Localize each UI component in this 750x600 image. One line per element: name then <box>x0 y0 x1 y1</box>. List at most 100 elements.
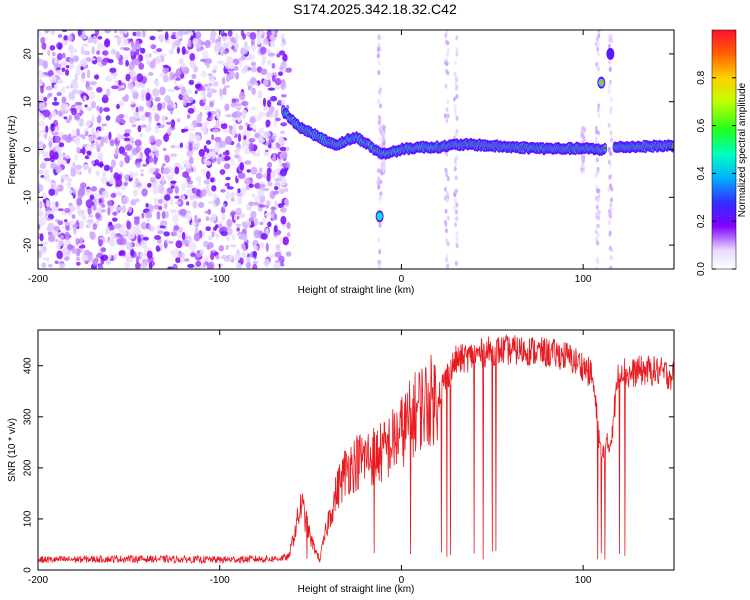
heatmap-cell <box>228 125 233 130</box>
heatmap-cell <box>124 260 130 269</box>
heatmap-cell <box>104 38 111 48</box>
heatmap-cell <box>610 247 614 253</box>
heatmap-cell <box>220 46 225 52</box>
heatmap-cell <box>186 184 194 189</box>
heatmap-cell <box>201 189 207 197</box>
heatmap-cell <box>377 237 380 243</box>
heatmap-cell <box>218 120 226 124</box>
heatmap-cell <box>170 185 175 189</box>
heatmap-cell <box>610 97 614 102</box>
heatmap-cell <box>594 41 598 47</box>
heatmap-cell <box>201 168 206 175</box>
heatmap-cell <box>96 56 102 63</box>
heatmap-cell <box>272 120 278 127</box>
heatmap-cell <box>253 245 259 251</box>
heatmap-cell <box>173 76 178 85</box>
heatmap-cell <box>121 204 127 214</box>
heatmap-cell <box>71 248 78 254</box>
heatmap-cell <box>122 196 130 204</box>
heatmap-cell <box>101 44 106 51</box>
heatmap-cell <box>183 258 190 262</box>
heatmap-cell <box>113 253 118 260</box>
heatmap-cell <box>279 236 283 244</box>
heatmap-cell <box>382 132 385 138</box>
heatmap-cell <box>124 144 133 152</box>
heatmap-cell <box>188 79 195 86</box>
heatmap-cell <box>263 131 271 138</box>
heatmap-cell <box>239 162 245 171</box>
heatmap-cell <box>189 60 197 69</box>
heatmap-cell <box>224 183 229 187</box>
heatmap-cell <box>597 112 601 118</box>
colorbar-tick-label: 0.2 <box>696 214 707 228</box>
heatmap-cell <box>49 75 57 84</box>
heatmap-cell <box>139 252 147 258</box>
heatmap-cell <box>454 161 457 167</box>
heatmap-cell <box>229 244 237 248</box>
heatmap-cell <box>214 147 220 153</box>
heatmap-cell <box>140 114 147 122</box>
heatmap-cell <box>173 225 180 231</box>
heatmap-cell <box>254 195 260 202</box>
heatmap-cell <box>167 266 174 269</box>
x-tick-label: 100 <box>575 575 592 586</box>
heatmap-cell <box>609 137 613 143</box>
heatmap-cell <box>41 262 47 268</box>
heatmap-cell <box>378 259 382 265</box>
heatmap-cell <box>160 220 168 226</box>
heatmap-cell <box>596 198 600 204</box>
heatmap-cell <box>128 116 137 124</box>
heatmap-cell <box>204 210 212 214</box>
y-tick-label: 100 <box>23 510 34 527</box>
heatmap-cell <box>139 151 144 160</box>
heatmap-cell <box>454 157 457 163</box>
spectrogram-ylabel: Frequency (Hz) <box>7 116 18 185</box>
heatmap-cell <box>155 168 160 172</box>
heatmap-cell <box>226 234 230 242</box>
heatmap-cell <box>221 77 226 85</box>
heatmap-cell <box>455 115 459 121</box>
heatmap-cell <box>283 187 289 193</box>
heatmap-cell <box>95 140 99 148</box>
colorbar-tick-label: 0.6 <box>696 118 707 132</box>
heatmap-cell <box>57 220 64 226</box>
heatmap-cell <box>455 75 458 81</box>
heatmap-cell <box>282 53 288 62</box>
heatmap-cell <box>204 255 209 263</box>
heatmap-cell <box>65 69 70 76</box>
heatmap-cell <box>87 205 92 215</box>
heatmap-cell <box>123 133 130 137</box>
heatmap-cell <box>112 217 118 222</box>
heatmap-cell <box>200 58 207 63</box>
heatmap-cell <box>132 91 139 100</box>
heatmap-cell <box>115 206 123 211</box>
heatmap-cell <box>265 111 272 117</box>
heatmap-cell <box>80 110 84 115</box>
heatmap-cell <box>206 262 214 269</box>
heatmap-cell <box>281 162 287 167</box>
heatmap-cell <box>237 57 244 62</box>
heatmap-cell <box>123 30 128 35</box>
heatmap-cell <box>175 201 181 205</box>
heatmap-cell <box>280 42 285 48</box>
heatmap-cell <box>101 59 108 66</box>
heatmap-cell <box>250 106 257 111</box>
heatmap-cell <box>81 30 86 35</box>
heatmap-cell <box>222 151 227 156</box>
heatmap-cell <box>166 174 174 181</box>
heatmap-cell <box>145 92 151 101</box>
heatmap-cell <box>446 176 450 182</box>
heatmap-cell <box>78 220 85 230</box>
heatmap-cell <box>97 152 104 161</box>
heatmap-cell <box>444 168 448 174</box>
heatmap-cell <box>178 57 184 66</box>
heatmap-cell <box>228 70 235 80</box>
heatmap-cell <box>91 46 95 55</box>
heatmap-cell <box>243 40 248 50</box>
heatmap-cell <box>608 59 612 65</box>
heatmap-cell <box>219 88 223 96</box>
heatmap-cell <box>61 160 67 165</box>
heatmap-cell <box>233 254 241 262</box>
heatmap-cell <box>54 135 61 143</box>
heatmap-cell <box>188 156 194 165</box>
